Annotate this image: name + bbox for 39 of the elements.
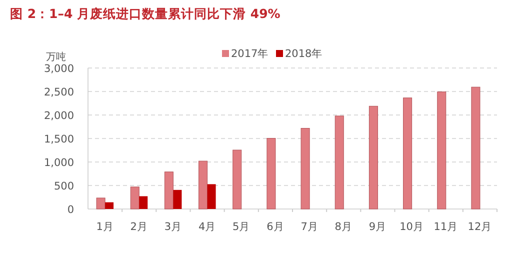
y-tick-label: 500	[54, 180, 74, 192]
x-tick-label: 7月	[300, 221, 318, 233]
bar	[173, 190, 182, 209]
x-tick-label: 12月	[468, 221, 492, 233]
x-tick-label: 1月	[96, 221, 114, 233]
y-tick-label: 1,000	[44, 157, 74, 169]
y-tick-label: 3,000	[44, 63, 74, 75]
bar	[207, 184, 216, 209]
bar	[164, 172, 174, 210]
legend-label: 2018年	[285, 48, 323, 60]
x-tick-label: 9月	[368, 221, 387, 233]
y-tick-label: 1,500	[44, 134, 74, 146]
bar	[198, 160, 208, 210]
bar	[334, 116, 344, 210]
x-tick-label: 4月	[198, 221, 216, 233]
bar	[232, 150, 242, 210]
y-tick-label: 2,500	[44, 86, 74, 98]
y-tick-label: 0	[67, 204, 74, 216]
x-tick-label: 11月	[434, 221, 458, 233]
y-tick-label: 2,000	[44, 110, 74, 122]
bar	[266, 138, 276, 210]
bar	[437, 92, 446, 210]
x-tick-label: 6月	[266, 221, 284, 233]
x-tick-label: 2月	[130, 221, 148, 233]
bar	[368, 106, 378, 210]
x-tick-label: 8月	[334, 221, 352, 233]
bar	[105, 202, 114, 209]
legend-label: 2017年	[231, 48, 269, 60]
y-axis-title: 万吨	[46, 51, 66, 63]
bar	[130, 186, 140, 210]
bar	[471, 86, 480, 210]
bar	[403, 98, 412, 210]
bar	[96, 198, 106, 210]
chart-title: 图 2：1–4 月废纸进口数量累计同比下滑 49%	[10, 6, 281, 21]
x-tick-label: 5月	[232, 221, 250, 233]
x-tick-label: 3月	[164, 221, 182, 233]
bar	[300, 128, 310, 210]
x-tick-label: 10月	[400, 221, 424, 233]
bar	[139, 196, 148, 209]
